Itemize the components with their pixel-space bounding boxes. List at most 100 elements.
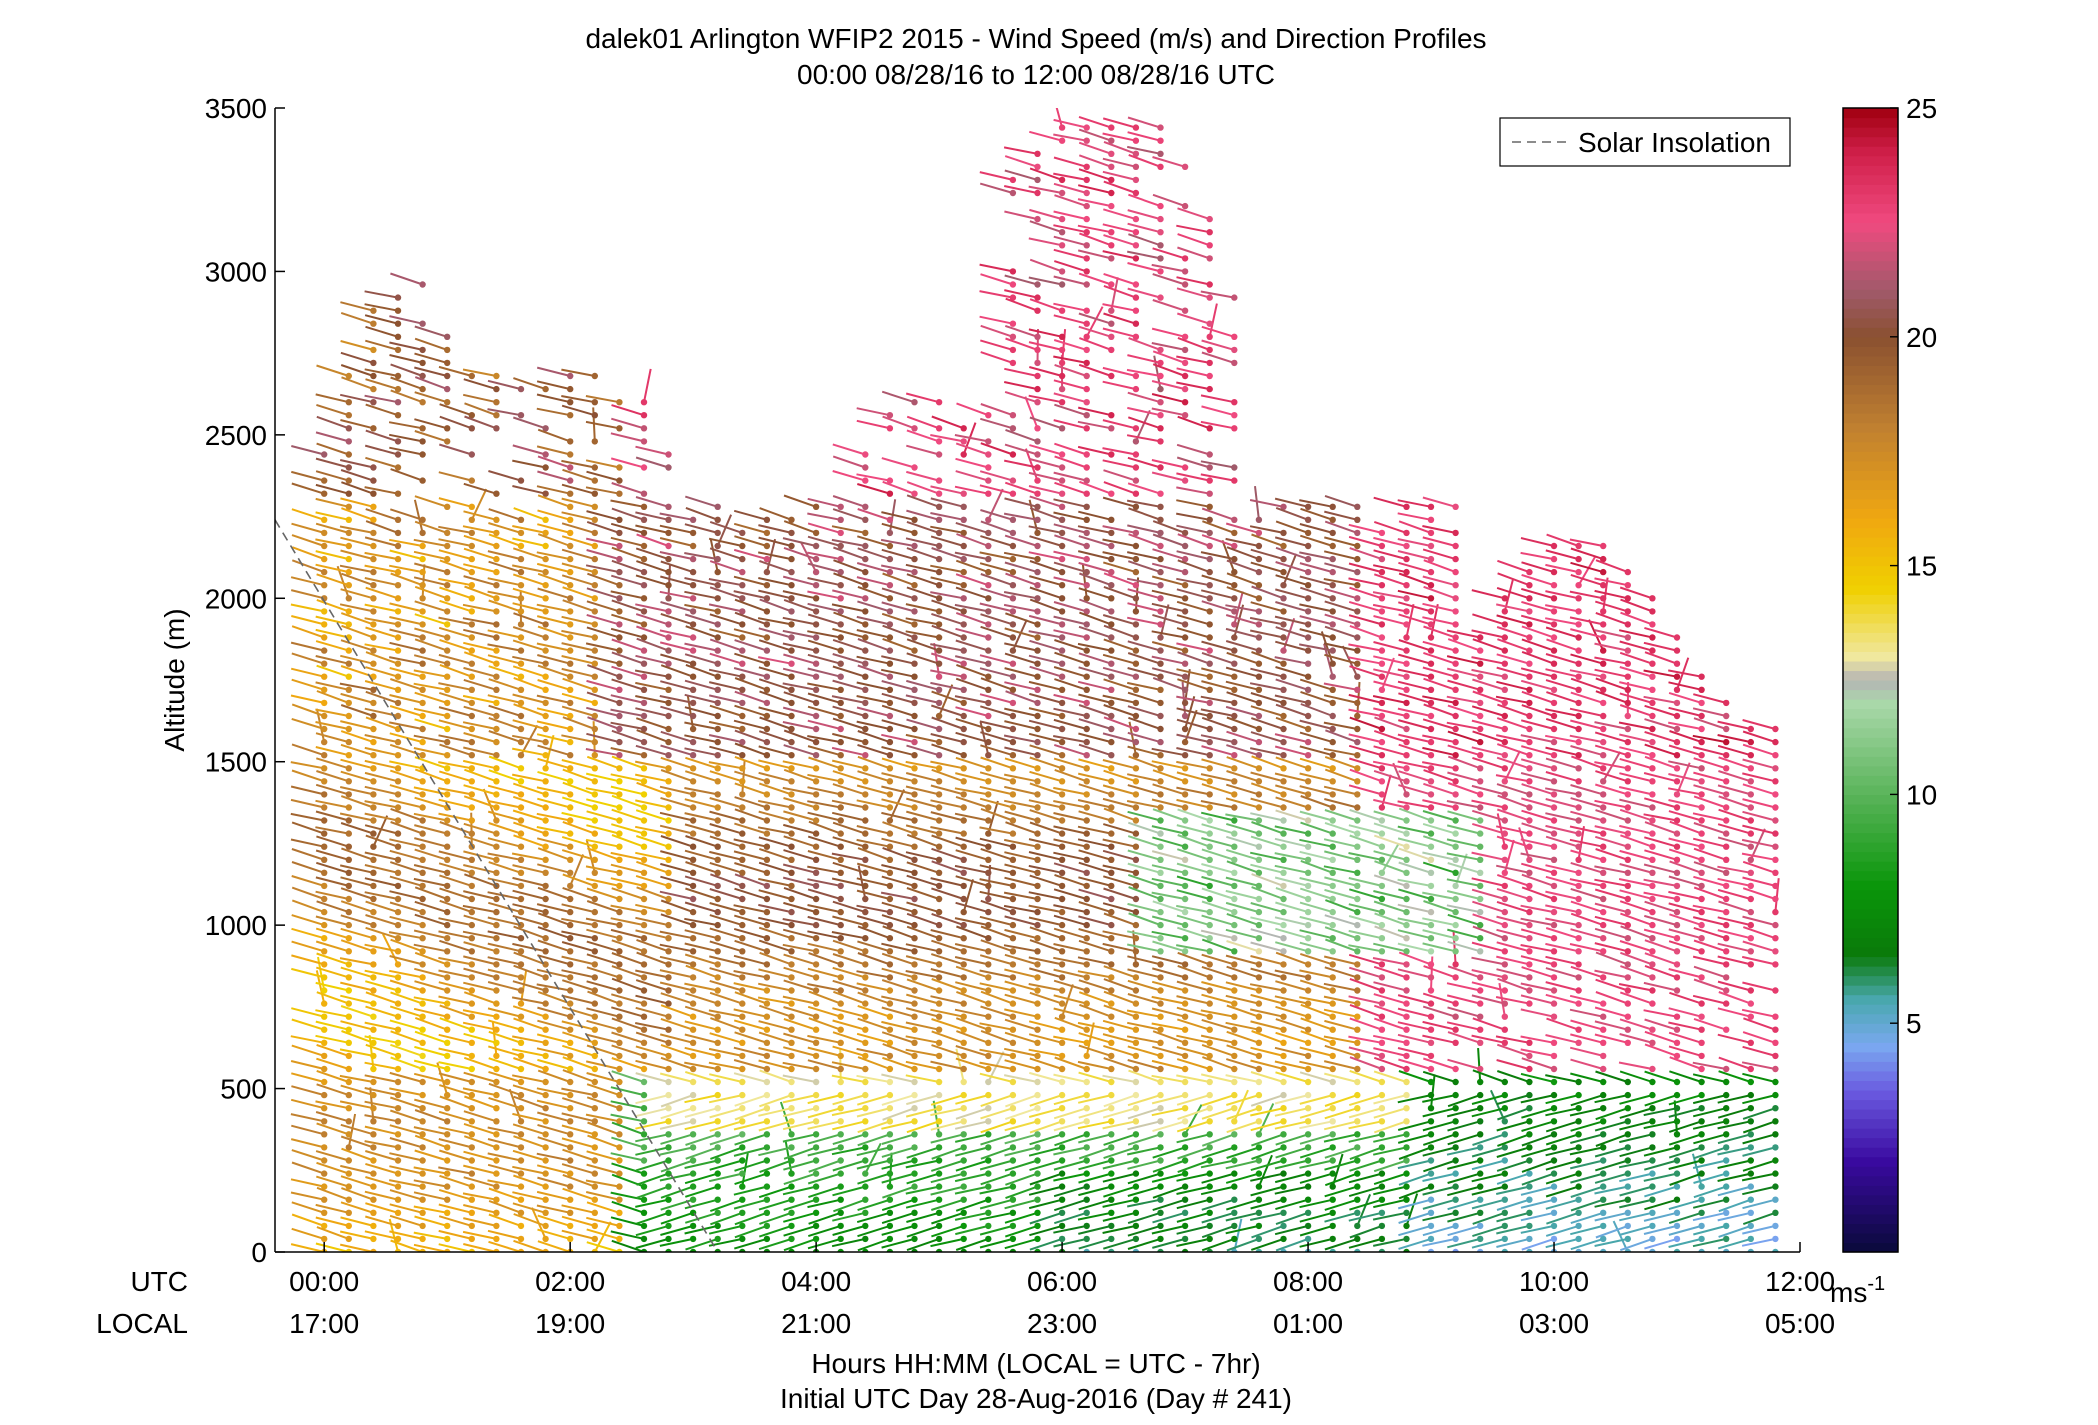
wind-barb-shaft <box>390 1043 423 1057</box>
wind-barb-shaft <box>807 535 841 547</box>
wind-barb-point <box>567 503 574 510</box>
wind-barb-point <box>911 712 918 720</box>
wind-barb-point <box>1083 921 1090 929</box>
wind-barb-point <box>591 1052 598 1060</box>
wind-barb-shaft <box>831 1061 866 1070</box>
wind-barb-point <box>788 869 795 876</box>
wind-barb-point <box>1206 673 1213 680</box>
wind-barb-point <box>886 673 894 680</box>
wind-barb-point <box>616 555 623 563</box>
wind-barb-shaft <box>1004 810 1038 822</box>
wind-barb-shaft <box>709 628 743 639</box>
wind-barb-shaft <box>733 970 768 979</box>
wind-barb-shaft <box>1151 915 1186 927</box>
wind-barb-point <box>714 634 721 641</box>
wind-barb-shaft <box>414 691 448 704</box>
wind-barb-point <box>689 948 697 955</box>
wind-barb-point <box>788 1039 795 1047</box>
wind-barb-shaft <box>660 850 694 861</box>
wind-barb-point <box>640 1248 648 1252</box>
wind-barb-shaft <box>955 795 989 809</box>
wind-barb-point <box>345 1052 352 1060</box>
wind-barb-shaft <box>1103 678 1137 691</box>
wind-barb-shaft <box>611 823 645 835</box>
wind-barb-shaft <box>758 577 792 587</box>
wind-barb-shaft <box>290 785 325 796</box>
wind-barb-point <box>714 1170 721 1177</box>
wind-barb-point <box>1058 359 1066 367</box>
wind-barb-point <box>345 895 352 903</box>
wind-barb-shaft <box>1127 784 1161 796</box>
wind-barb-shaft <box>462 1087 497 1097</box>
wind-barb-shaft <box>487 550 522 561</box>
wind-barb-point <box>640 712 648 720</box>
wind-barb-shaft <box>365 1005 399 1018</box>
wind-barb-shaft <box>635 916 669 927</box>
wind-barb-shaft <box>1029 939 1063 953</box>
wind-barb-shaft <box>611 651 645 665</box>
wind-barb-point <box>862 791 869 798</box>
wind-barb-shaft <box>611 665 645 678</box>
wind-barb-point <box>1132 1170 1140 1177</box>
wind-barb-point <box>886 1235 894 1243</box>
wind-barb-point <box>394 1196 402 1203</box>
wind-barb-point <box>444 673 451 680</box>
wind-barb-point <box>444 1052 451 1060</box>
wind-barb-point <box>1108 1091 1115 1099</box>
wind-barb-point <box>542 752 549 759</box>
wind-barb-point <box>517 1196 525 1203</box>
wind-barb-point <box>665 647 672 654</box>
wind-barb-point <box>542 843 549 850</box>
wind-barb-point <box>1009 712 1017 720</box>
wind-barb-shaft <box>1103 1044 1137 1057</box>
wind-barb-point <box>1108 333 1115 340</box>
wind-barb-shaft <box>364 812 399 822</box>
wind-barb-shaft <box>709 979 743 992</box>
wind-barb-point <box>1157 1078 1164 1086</box>
wind-barb-point <box>739 673 746 680</box>
wind-barb-shaft <box>413 654 448 665</box>
wind-barb-point <box>665 451 672 458</box>
wind-barb-shaft <box>340 311 374 325</box>
wind-barb-shaft <box>954 1133 989 1143</box>
wind-barb-shaft <box>906 901 940 914</box>
wind-barb-point <box>886 660 894 667</box>
wind-barb-shaft <box>1029 575 1063 587</box>
wind-barb-point <box>837 1105 844 1112</box>
wind-barb-point <box>812 817 820 824</box>
wind-barb-shaft <box>365 914 399 927</box>
wind-barb-shaft <box>365 1043 399 1057</box>
wind-barb-shaft <box>1028 341 1063 351</box>
wind-barb-shaft <box>759 1094 792 1108</box>
wind-barb-shaft <box>980 417 1014 430</box>
wind-barb-point <box>960 1157 967 1164</box>
wind-barb-shaft <box>561 1137 596 1149</box>
wind-barb-point <box>812 503 820 510</box>
wind-barb-point <box>616 660 623 667</box>
wind-barb-shaft <box>1029 1237 1063 1251</box>
wind-barb-point <box>788 568 795 576</box>
wind-barb-point <box>1206 1144 1213 1151</box>
wind-barb-shaft <box>463 651 497 665</box>
wind-barb-shaft <box>536 562 571 574</box>
wind-barb-shaft <box>315 1242 350 1252</box>
wind-barb-shaft <box>660 769 694 783</box>
wind-barb-point <box>1157 1170 1164 1177</box>
wind-barb-point <box>1083 399 1090 406</box>
wind-barb-point <box>345 673 352 680</box>
wind-barb-point <box>1157 752 1164 759</box>
wind-barb-shaft <box>659 629 694 639</box>
wind-barb-point <box>640 399 648 406</box>
wind-barb-shaft <box>856 681 891 691</box>
wind-barb-shaft <box>758 861 792 874</box>
wind-barb-point <box>763 908 771 916</box>
wind-barb-shaft <box>1128 533 1161 547</box>
wind-barb-point <box>394 660 402 667</box>
wind-barb-point <box>591 882 598 890</box>
wind-barb-point <box>1108 634 1115 641</box>
wind-barb-shaft <box>439 1149 473 1162</box>
wind-barb-point <box>739 529 746 537</box>
wind-barb-shaft <box>1103 284 1137 299</box>
wind-barb-shaft <box>636 1211 669 1225</box>
wind-barb-point <box>567 1065 574 1073</box>
